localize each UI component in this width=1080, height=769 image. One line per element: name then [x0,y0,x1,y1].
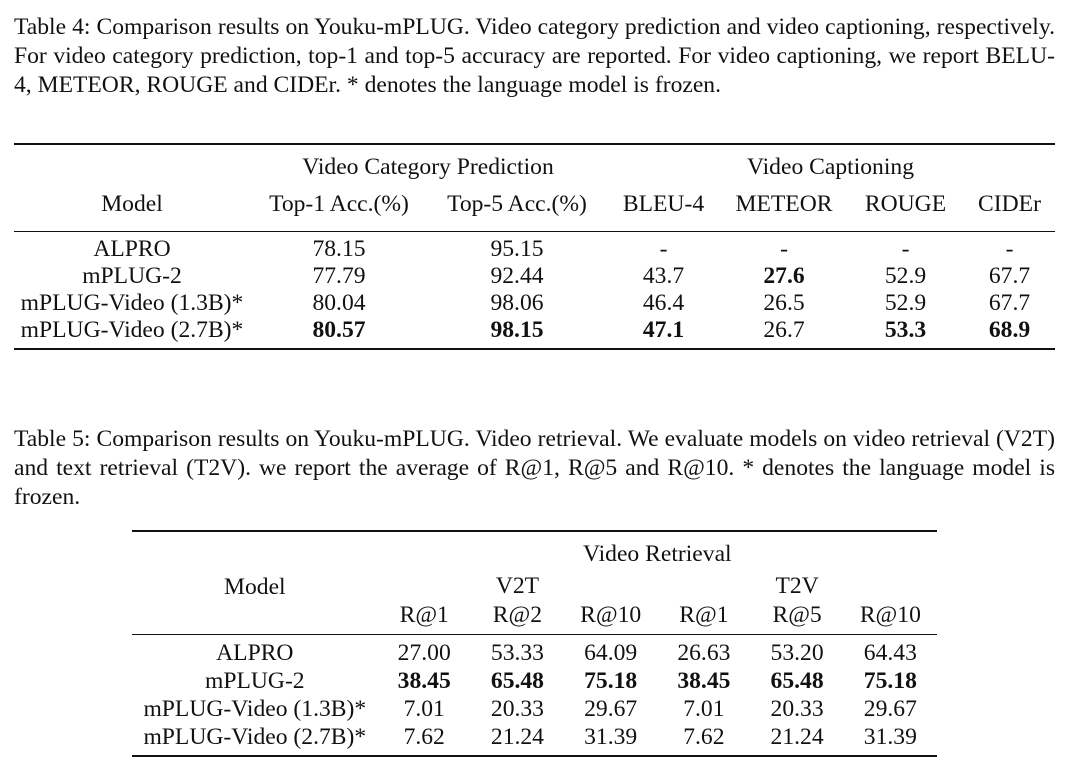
table-row: ALPRO 78.15 95.15 - - - - [14,232,1055,264]
cell-best: 65.48 [490,668,544,694]
cell: 67.7 [988,263,1031,289]
cell: 80.04 [312,290,366,316]
table5-subgroup-row: V2T T2V [132,572,937,600]
table-row: mPLUG-2 77.79 92.44 43.7 27.6 52.9 67.7 [14,263,1055,290]
row-model: mPLUG-2 [204,668,305,694]
cell-best: 65.48 [770,668,824,694]
column-header-v2t-r1: R@1 [377,600,471,635]
cell: 7.62 [683,724,725,750]
cell: 95.15 [490,236,544,262]
cell: 64.09 [584,640,638,666]
cell: 29.67 [584,696,638,722]
cell: 20.33 [490,696,544,722]
cell: - [901,236,910,262]
column-header-meteor: METEOR [721,187,847,232]
column-header-t2v-r5: R@5 [750,600,844,635]
column-header-t2v-r10: R@10 [843,600,937,635]
cell-best: 53.3 [884,317,927,343]
subgroup-v2t: V2T [495,573,540,599]
table5-group-header-row: Model Video Retrieval [132,531,937,635]
cell: 21.24 [490,724,544,750]
cell-best: 47.1 [642,317,685,343]
table-row: mPLUG-Video (2.7B)* 7.62 21.24 31.39 7.6… [132,723,937,756]
cell: 21.24 [770,724,824,750]
row-model: mPLUG-Video (2.7B)* [143,724,367,750]
cell-best: 75.18 [584,668,638,694]
table4: Video Category Prediction Video Captioni… [14,143,1055,350]
row-model: ALPRO [216,640,294,666]
cell: 7.01 [403,696,445,722]
cell: 64.43 [863,640,917,666]
cell: 77.79 [312,263,366,289]
table-row: mPLUG-Video (1.3B)* 80.04 98.06 46.4 26.… [14,290,1055,317]
column-header-top1: Top-1 Acc.(%) [250,187,428,232]
column-header-top5: Top-5 Acc.(%) [428,187,606,232]
table-row: mPLUG-Video (2.7B)* 80.57 98.15 47.1 26.… [14,317,1055,349]
cell: 20.33 [770,696,824,722]
cell-best: 27.6 [763,263,805,289]
cell: 26.63 [677,640,731,666]
cell-best: 68.9 [988,317,1031,343]
cell: 98.06 [490,290,544,316]
cell: 7.62 [403,724,445,750]
table-row: mPLUG-Video (1.3B)* 7.01 20.33 29.67 7.0… [132,695,937,723]
cell: - [780,236,788,262]
row-model: mPLUG-Video (1.3B)* [143,696,367,722]
table4-column-header-row: Model Top-1 Acc.(%) Top-5 Acc.(%) BLEU-4… [14,187,1055,232]
cell-best: 75.18 [863,668,917,694]
column-header-bleu4: BLEU-4 [606,187,721,232]
column-header-model: Model [14,187,250,232]
cell-best: 38.45 [397,668,451,694]
group-header-video-category-prediction: Video Category Prediction [302,153,554,180]
row-model: mPLUG-2 [82,263,182,289]
column-header-rouge: ROUGE [847,187,964,232]
cell: 31.39 [863,724,917,750]
cell: 26.7 [763,317,805,343]
row-model: mPLUG-Video (1.3B)* [20,290,244,316]
cell-best: 80.57 [312,317,366,343]
cell: 26.5 [763,290,805,316]
table4-caption: Table 4: Comparison results on Youku-mPL… [14,14,1055,98]
cell: - [1005,236,1014,262]
cell: 27.00 [397,640,451,666]
column-header-v2t-r2: R@2 [470,600,565,635]
column-header-t2v-r1: R@1 [657,600,751,635]
table-row: ALPRO 27.00 53.33 64.09 26.63 53.20 64.4… [132,635,937,668]
cell: 46.4 [642,290,685,316]
table5-caption: Table 5: Comparison results on Youku-mPL… [14,426,1055,510]
cell: 52.9 [884,263,927,289]
cell: 29.67 [863,696,917,722]
cell: 53.20 [770,640,824,666]
cell: 78.15 [312,236,366,262]
cell: 52.9 [884,290,927,316]
table5-column-header-row: R@1 R@2 R@10 R@1 R@5 R@10 [132,600,937,635]
group-header-video-captioning: Video Captioning [747,153,914,180]
cell: 53.33 [490,640,544,666]
column-header-cider: CIDEr [964,187,1055,232]
cell: - [659,236,668,262]
column-header-model: Model [132,531,378,635]
row-model: mPLUG-Video (2.7B)* [20,317,244,343]
cell: 67.7 [988,290,1031,316]
table5: Model Video Retrieval V2T T2V R@1 R@2 R@… [132,530,937,757]
row-model: ALPRO [93,236,171,262]
column-header-v2t-r10: R@10 [564,600,658,635]
table-row: mPLUG-2 38.45 65.48 75.18 38.45 65.48 75… [132,667,937,695]
cell: 92.44 [490,263,544,289]
cell: 7.01 [683,696,725,722]
cell: 43.7 [642,263,685,289]
subgroup-t2v: T2V [775,573,819,599]
cell: 31.39 [584,724,638,750]
cell-best: 98.15 [490,317,544,343]
cell-best: 38.45 [677,668,731,694]
table4-group-header-row: Video Category Prediction Video Captioni… [14,144,1055,187]
group-header-video-retrieval: Video Retrieval [582,540,732,567]
